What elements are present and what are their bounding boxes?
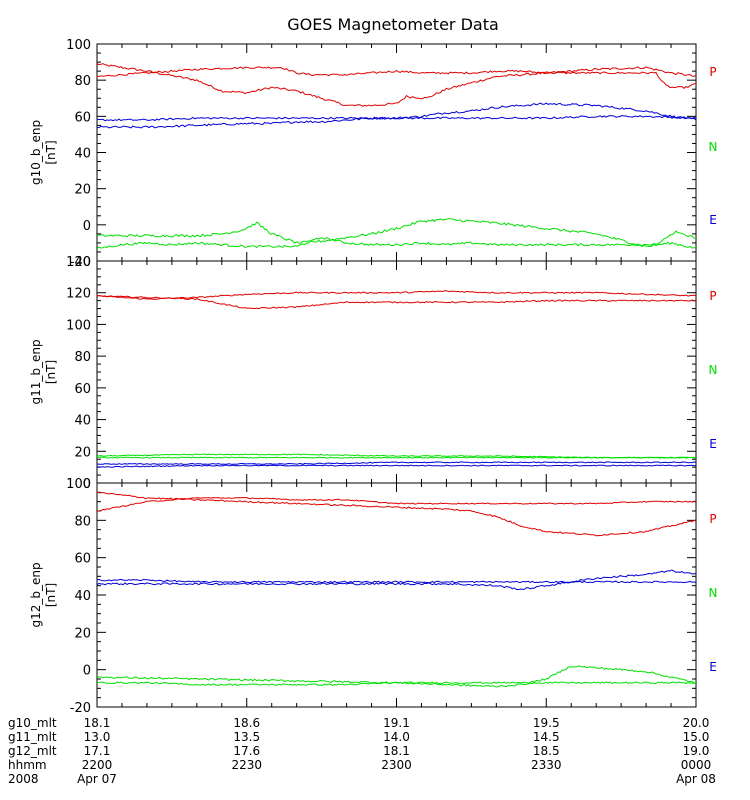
- component-label-N: N: [709, 586, 718, 600]
- series-line-3: [97, 578, 696, 584]
- y-tick-label: 20: [74, 183, 91, 198]
- y-axis-unit: [nT]: [44, 360, 58, 384]
- panel-frame: [96, 260, 697, 484]
- series-line-4: [97, 464, 696, 468]
- y-tick-label: 60: [74, 110, 91, 125]
- figure-title: GOES Magnetometer Data: [287, 15, 499, 34]
- y-axis-unit: [nT]: [44, 583, 58, 607]
- series-line-2: [97, 569, 696, 590]
- footer-value: 19.5: [533, 716, 560, 730]
- series-line-5: [97, 461, 696, 465]
- footer-value: 18.1: [383, 744, 410, 758]
- series-line-0: [97, 63, 696, 107]
- footer-value: 19.1: [383, 716, 410, 730]
- series-line-1: [97, 496, 696, 512]
- y-tick-label: 40: [74, 147, 91, 162]
- footer-value: 19.0: [683, 744, 710, 758]
- y-tick-label: 140: [66, 255, 91, 270]
- y-tick-label: 100: [66, 477, 91, 492]
- footer-value: 2300: [381, 758, 412, 772]
- series-line-2: [97, 453, 696, 459]
- panel-frame: [96, 43, 697, 262]
- series-line-1: [97, 295, 696, 310]
- y-tick-label: 100: [66, 318, 91, 333]
- series-line-3: [97, 114, 696, 122]
- series-line-1: [97, 66, 696, 89]
- series-line-4: [97, 218, 696, 249]
- y-tick-label: 40: [74, 414, 91, 429]
- y-axis-label: g11_b_enp: [29, 339, 43, 404]
- y-axis-label: g12_b_enp: [29, 562, 43, 627]
- footer-value: 14.0: [383, 730, 410, 744]
- y-tick-label: 0: [83, 219, 91, 234]
- component-label-E: E: [709, 660, 717, 674]
- footer-value: Apr 07: [77, 772, 117, 786]
- y-tick-label: 20: [74, 626, 91, 641]
- component-label-P: P: [709, 512, 716, 526]
- footer-value: 2230: [231, 758, 262, 772]
- series-line-0: [97, 290, 696, 300]
- y-tick-label: 120: [66, 287, 91, 302]
- y-tick-label: 80: [74, 514, 91, 529]
- footer-value: 20.0: [683, 716, 710, 730]
- component-label-E: E: [709, 437, 717, 451]
- y-tick-label: 20: [74, 445, 91, 460]
- footer-value: 14.5: [533, 730, 560, 744]
- footer-value: 15.0: [683, 730, 710, 744]
- y-tick-label: -20: [70, 255, 91, 270]
- footer-row-label: g12_mlt: [8, 744, 57, 758]
- footer-row-label: g10_mlt: [8, 716, 57, 730]
- footer-value: 13.5: [233, 730, 260, 744]
- panel-g12_b_enp: -20 0 20 40 60 80 100 g12_b_enp [nT] P N E: [29, 477, 717, 716]
- time-axis-table: g10_mlt 18.1 18.6 19.1 19.5 20.0 g11_mlt 13.0 13…: [8, 716, 716, 786]
- footer-value: 18.5: [533, 744, 560, 758]
- series-line-2: [97, 102, 696, 129]
- footer-value: 2200: [82, 758, 113, 772]
- component-label-P: P: [709, 289, 716, 303]
- footer-value: 18.1: [84, 716, 111, 730]
- series-line-5: [97, 230, 696, 250]
- y-tick-label: 40: [74, 589, 91, 604]
- footer-row-label: 2008: [8, 772, 39, 786]
- footer-value: 2330: [531, 758, 562, 772]
- footer-value: Apr 08: [676, 772, 716, 786]
- y-tick-label: 80: [74, 350, 91, 365]
- component-label-N: N: [709, 140, 718, 154]
- y-tick-label: 0: [83, 477, 91, 492]
- y-tick-label: 60: [74, 382, 91, 397]
- footer-value: 13.0: [84, 730, 111, 744]
- panel-frame: [96, 482, 697, 708]
- y-axis-label: g10_b_enp: [29, 120, 43, 185]
- component-label-N: N: [709, 363, 718, 377]
- panel-g10_b_enp: -20 0 20 40 60 80 100 g10_b_enp [nT] P N E: [29, 38, 717, 270]
- series-line-3: [97, 456, 696, 459]
- y-tick-label: 80: [74, 74, 91, 89]
- y-tick-label: 60: [74, 552, 91, 567]
- y-tick-label: 0: [83, 664, 91, 679]
- footer-value: 18.6: [233, 716, 260, 730]
- footer-value: 17.6: [233, 744, 260, 758]
- component-label-P: P: [709, 65, 716, 79]
- y-axis-unit: [nT]: [44, 140, 58, 164]
- y-tick-label: 100: [66, 38, 91, 53]
- footer-row-label: hhmm: [8, 758, 47, 772]
- panel-g11_b_enp: 0 20 40 60 80 100 120 140 g11_b_enp [nT] P N E: [29, 255, 717, 492]
- footer-value: 17.1: [84, 744, 111, 758]
- footer-row-label: g11_mlt: [8, 730, 57, 744]
- footer-value: 0000: [681, 758, 712, 772]
- series-line-5: [97, 681, 696, 686]
- y-tick-label: -20: [70, 701, 91, 716]
- component-label-E: E: [709, 213, 717, 227]
- series-line-0: [97, 491, 696, 537]
